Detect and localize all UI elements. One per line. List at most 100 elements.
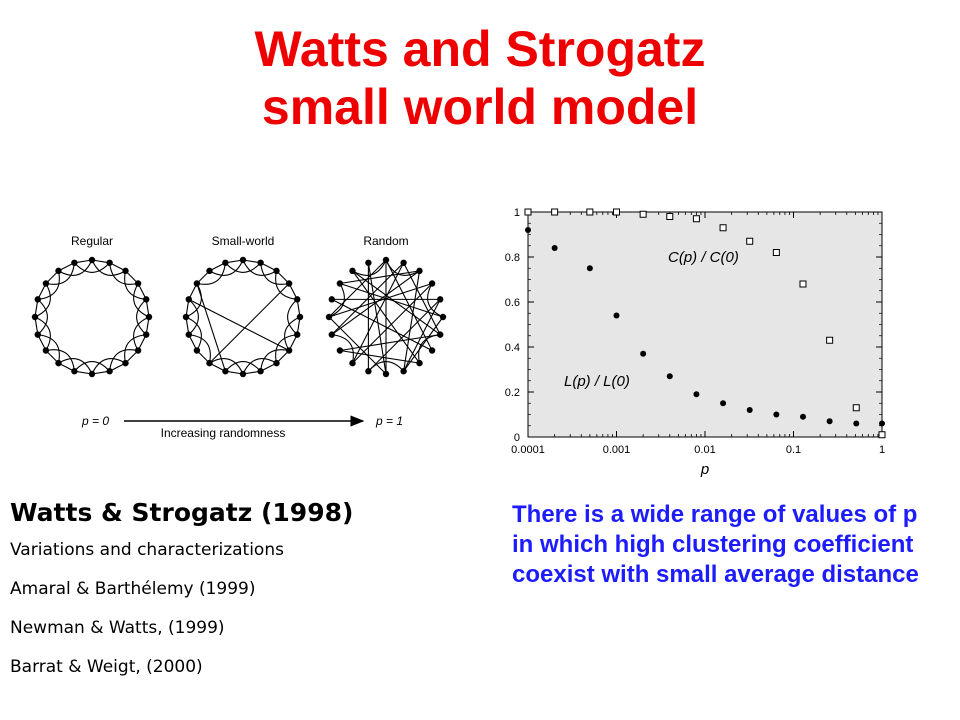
network-edge: [224, 361, 262, 372]
network-edge: [385, 259, 420, 276]
l-ratio-point: [879, 420, 885, 427]
network-edge: [352, 262, 405, 364]
network-edge: [275, 334, 298, 364]
network-edge: [37, 298, 48, 336]
l-ratio-point: [853, 420, 860, 427]
network-node: [400, 368, 407, 375]
c-ratio-point: [639, 210, 647, 218]
c-ratio-point: [852, 404, 860, 412]
network-edge: [418, 334, 441, 364]
c-ratio-point: [826, 336, 834, 344]
network-edge: [209, 358, 244, 375]
increasing-randomness-label: Increasing randomness: [161, 426, 286, 440]
l-ratio-point: [746, 407, 753, 413]
network-node: [193, 347, 201, 354]
network-node: [328, 331, 335, 338]
network-node: [143, 331, 150, 338]
references-heading: Watts & Strogatz (1998): [10, 498, 354, 527]
network-edge: [109, 262, 139, 285]
l-ratio-point: [799, 413, 806, 420]
network-edge: [328, 259, 387, 318]
random-ring-network: [325, 256, 447, 378]
network-node: [428, 280, 436, 287]
network-edge: [34, 283, 51, 318]
x-axis-label: p: [700, 461, 709, 478]
network-edge: [91, 259, 126, 276]
l-ratio-point: [773, 411, 780, 418]
c-ratio-point: [586, 208, 594, 216]
network-node: [349, 359, 356, 367]
network-node: [400, 259, 407, 266]
network-node: [273, 359, 280, 367]
c-ratio-point: [719, 224, 727, 232]
small-world-label: Small-world: [212, 234, 275, 248]
network-edge: [185, 316, 202, 351]
regular-label: Regular: [71, 234, 113, 248]
network-edge: [328, 316, 387, 375]
network-node: [382, 256, 390, 264]
network-edge: [331, 262, 405, 336]
network-edge: [331, 298, 433, 351]
x-tick-label: 0.01: [694, 444, 715, 456]
network-node: [88, 256, 96, 264]
network-node: [349, 267, 356, 275]
network-edge: [367, 262, 387, 375]
references: Watts & Strogatz (1998) Variations and c…: [10, 496, 470, 696]
network-edge: [352, 259, 387, 276]
network-node: [122, 359, 129, 367]
network-edge: [73, 262, 111, 273]
network-node: [206, 267, 213, 275]
plot-marks: [524, 208, 886, 439]
c-ratio-point: [666, 213, 674, 220]
network-node: [285, 280, 293, 287]
network-edge: [403, 262, 441, 335]
network-node: [55, 359, 62, 367]
network-node: [428, 347, 436, 354]
network-node: [106, 368, 113, 375]
network-edge: [109, 349, 139, 372]
network-node: [134, 347, 142, 354]
network-node: [222, 259, 229, 266]
network-edge: [275, 270, 298, 300]
network-edge: [58, 358, 93, 375]
network-node: [193, 280, 201, 287]
network-node: [182, 313, 190, 321]
network-node: [71, 259, 78, 266]
network-edge: [58, 259, 93, 276]
reference-line: Amaral & Barthélemy (1999): [10, 579, 256, 599]
y-tick-label: 0.4: [505, 342, 520, 354]
network-edge: [352, 283, 433, 364]
network-node: [122, 267, 129, 275]
network-edge: [427, 283, 444, 318]
network-edge: [37, 270, 60, 300]
reference-line: Barrat & Weigt, (2000): [10, 657, 203, 677]
network-edge: [209, 259, 244, 276]
plot-area: [527, 211, 883, 438]
network-edge: [34, 316, 51, 351]
network-edge: [37, 334, 60, 364]
c-ratio-point: [692, 215, 700, 223]
c-ratio-point: [524, 208, 532, 216]
network-node: [273, 267, 280, 275]
network-edge: [209, 283, 290, 364]
network-node: [31, 313, 39, 321]
network-node: [328, 296, 335, 303]
network-edge: [136, 298, 147, 336]
y-tick-label: 0.6: [505, 297, 520, 309]
network-edge: [331, 334, 354, 364]
network-edge: [284, 316, 301, 351]
network-edge: [91, 358, 126, 375]
network-node: [365, 368, 372, 375]
network-node: [439, 313, 447, 321]
l-ratio-point: [613, 312, 620, 319]
network-edge: [287, 298, 298, 336]
network-edge: [367, 361, 405, 372]
network-node: [185, 331, 192, 338]
y-tick-label: 0.8: [505, 252, 520, 264]
c-ratio-point: [613, 208, 620, 216]
network-edge: [224, 262, 262, 273]
network-node: [206, 359, 213, 367]
c-ratio-point: [772, 249, 780, 256]
c-ratio-point: [551, 208, 559, 216]
network-edge: [188, 334, 211, 364]
